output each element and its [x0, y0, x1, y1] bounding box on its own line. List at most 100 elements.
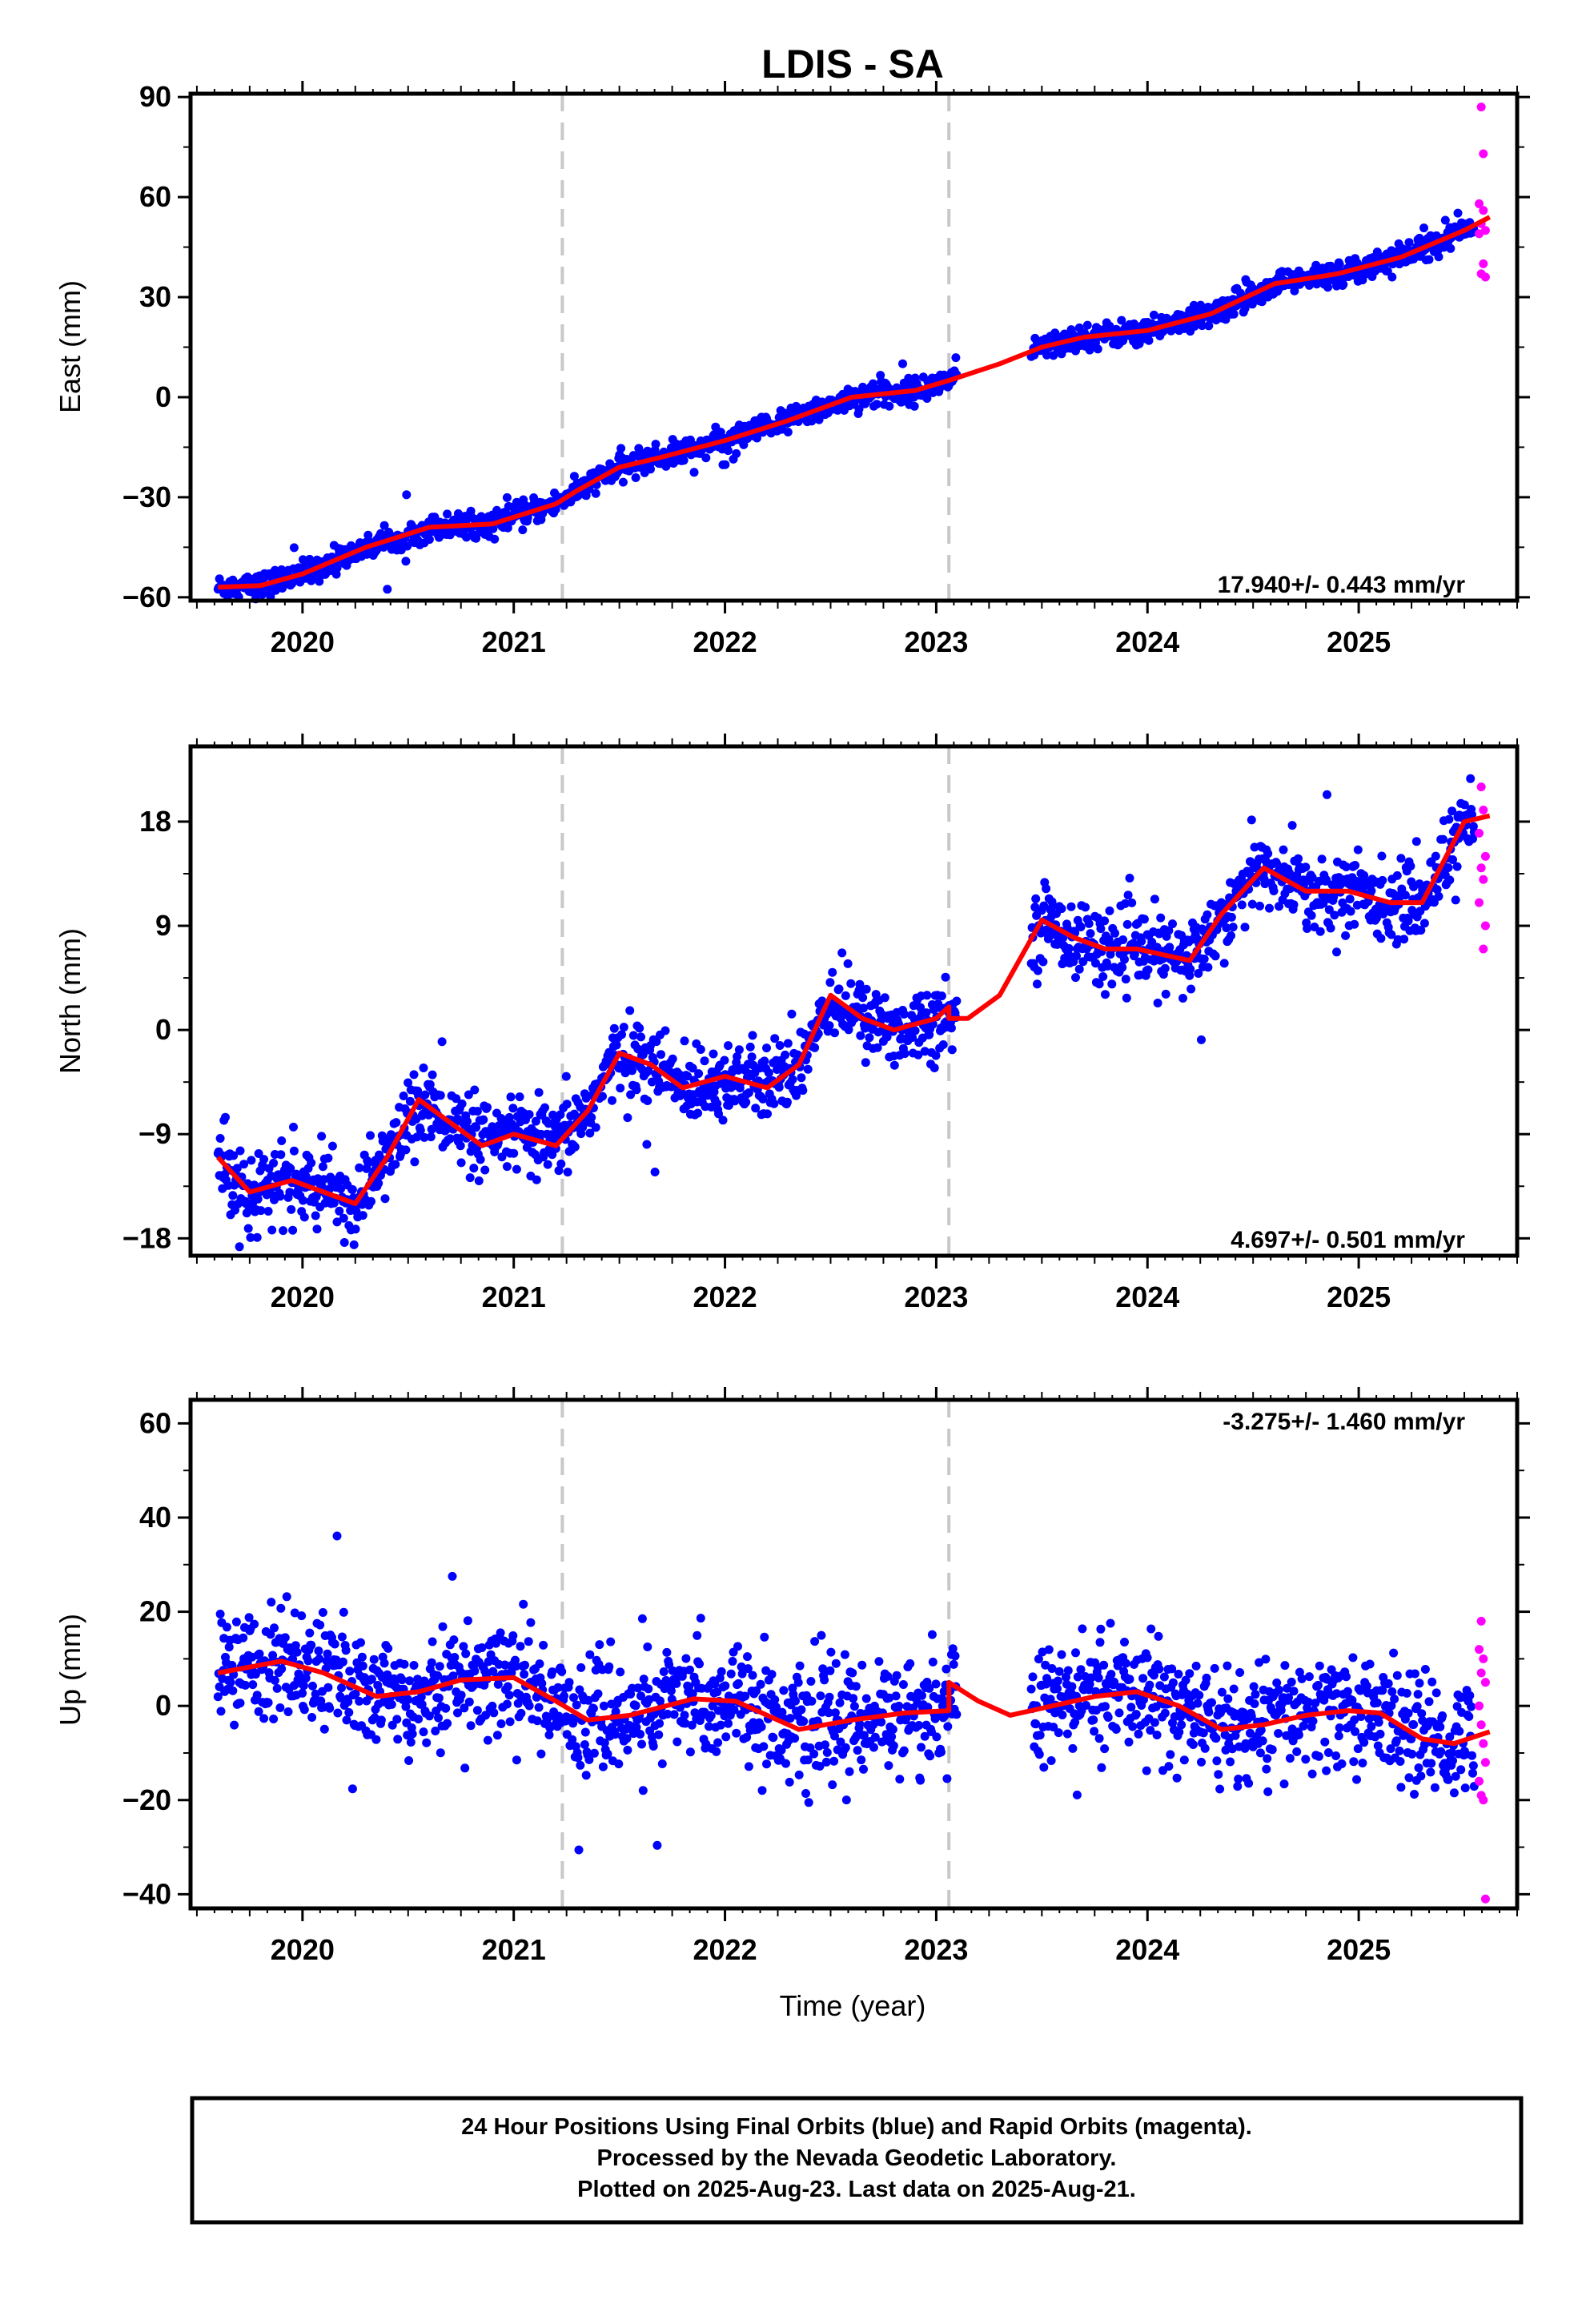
- data-point: [576, 1760, 585, 1770]
- data-point: [859, 1003, 868, 1013]
- data-point: [420, 1090, 430, 1100]
- data-point: [1044, 1645, 1054, 1655]
- data-point: [504, 1691, 514, 1700]
- data-point: [374, 1179, 383, 1188]
- data-point: [349, 1240, 359, 1249]
- data-point: [1200, 1743, 1210, 1753]
- data-point: [783, 428, 793, 436]
- data-point: [1406, 862, 1415, 870]
- data-point: [1160, 963, 1170, 973]
- data-point: [648, 1742, 658, 1751]
- rapid-point: [1479, 259, 1488, 268]
- data-point: [307, 1713, 317, 1722]
- data-point: [848, 1668, 857, 1678]
- rapid-point: [1480, 272, 1490, 282]
- data-point: [428, 1637, 437, 1647]
- data-point: [1101, 990, 1110, 999]
- data-point: [1071, 973, 1080, 983]
- data-point: [1074, 964, 1084, 974]
- data-point: [363, 1158, 373, 1168]
- data-point: [379, 1659, 389, 1668]
- data-point: [543, 1160, 552, 1169]
- x-tick-label: 2024: [1115, 625, 1179, 658]
- data-point: [744, 1762, 753, 1771]
- data-point: [899, 1009, 909, 1019]
- data-point: [393, 1735, 403, 1744]
- data-point: [572, 1700, 581, 1710]
- data-point: [1249, 1682, 1259, 1691]
- data-point: [339, 1213, 348, 1223]
- data-point: [1033, 979, 1042, 989]
- data-point: [845, 1767, 854, 1776]
- data-point: [1137, 936, 1146, 946]
- data-point: [831, 1659, 841, 1668]
- data-point: [299, 1705, 309, 1715]
- data-point: [769, 1099, 779, 1108]
- data-point: [774, 1083, 784, 1092]
- data-point: [347, 1784, 357, 1794]
- data-point: [1153, 999, 1162, 1007]
- data-point: [775, 1041, 785, 1050]
- data-point: [1145, 1680, 1154, 1690]
- y-tick-label: −18: [122, 1221, 171, 1254]
- data-point: [314, 1647, 323, 1655]
- data-point: [1194, 969, 1203, 978]
- data-point: [1308, 1716, 1318, 1726]
- data-point: [299, 1681, 308, 1691]
- data-point: [332, 1217, 342, 1227]
- data-point: [554, 1166, 564, 1176]
- data-point: [243, 1224, 253, 1233]
- data-point: [1172, 1773, 1182, 1783]
- data-point: [606, 1637, 616, 1647]
- data-point: [1434, 891, 1443, 901]
- data-point: [1335, 259, 1344, 269]
- data-point: [1057, 904, 1066, 914]
- data-point: [338, 1657, 347, 1667]
- data-point: [506, 1092, 516, 1102]
- data-point: [406, 1738, 416, 1747]
- data-point: [1193, 1699, 1203, 1708]
- data-point: [563, 1168, 572, 1177]
- data-point: [1128, 1722, 1138, 1731]
- data-point: [591, 489, 600, 498]
- data-point: [1199, 955, 1209, 963]
- data-point: [721, 1681, 730, 1691]
- data-point: [1107, 979, 1117, 989]
- data-point: [952, 996, 962, 1006]
- rapid-point: [1480, 851, 1490, 861]
- data-point: [408, 1729, 417, 1739]
- rapid-point: [1475, 229, 1484, 239]
- data-point: [913, 1050, 923, 1059]
- data-point: [323, 1683, 333, 1692]
- data-point: [1310, 923, 1319, 931]
- data-point: [1315, 1661, 1324, 1671]
- data-point: [397, 1675, 407, 1685]
- data-point: [887, 1732, 897, 1742]
- data-point: [721, 1732, 731, 1742]
- data-point: [391, 1160, 400, 1169]
- data-point: [414, 1715, 424, 1724]
- data-point: [825, 1021, 834, 1031]
- data-point: [333, 1708, 343, 1718]
- rapid-point: [1476, 103, 1486, 112]
- data-point: [857, 1755, 866, 1765]
- data-point: [1179, 1755, 1189, 1765]
- data-point: [339, 1607, 348, 1617]
- data-point: [1452, 862, 1462, 871]
- data-point: [732, 1728, 741, 1738]
- data-point: [409, 1070, 419, 1080]
- x-tick-label: 2020: [271, 625, 335, 658]
- data-point: [226, 1678, 235, 1687]
- data-point: [638, 1050, 648, 1059]
- data-point: [741, 1097, 751, 1107]
- data-point: [404, 1756, 414, 1765]
- data-point: [841, 1743, 850, 1752]
- data-point: [1030, 903, 1040, 912]
- data-point: [392, 1715, 402, 1724]
- data-point: [869, 1743, 878, 1752]
- final-orbit-points: [213, 208, 1479, 604]
- data-point: [1223, 1661, 1232, 1671]
- data-point: [342, 1715, 351, 1725]
- data-point: [1126, 1703, 1136, 1712]
- data-point: [791, 1696, 800, 1706]
